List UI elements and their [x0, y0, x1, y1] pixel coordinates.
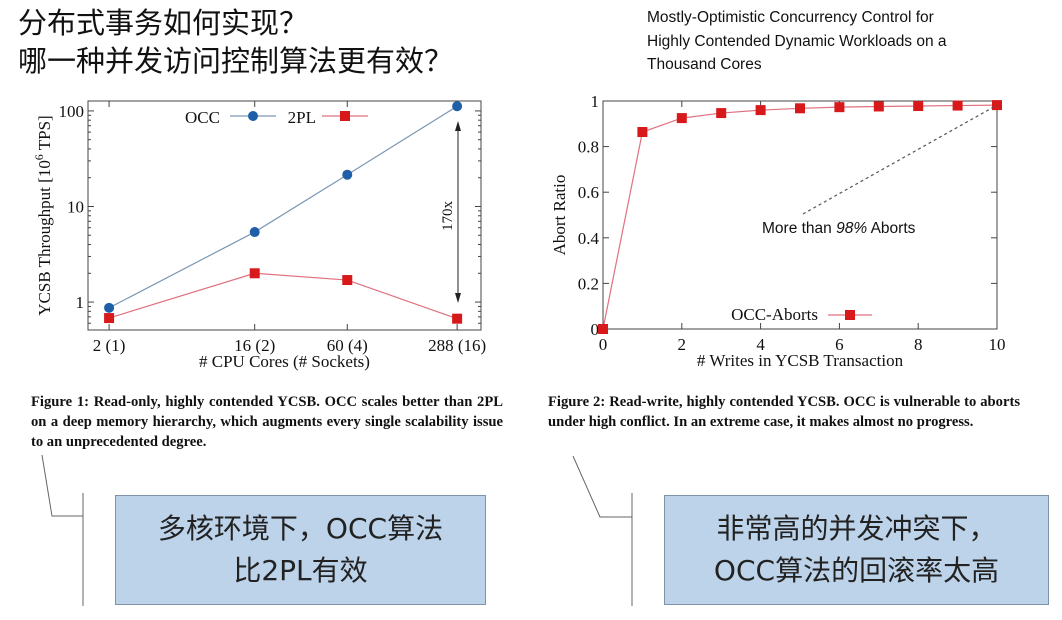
y-tick-label: 1 [76, 293, 85, 312]
x-tick-label: 10 [989, 335, 1006, 354]
data-point [249, 227, 260, 238]
data-point [452, 101, 463, 112]
series-line [108, 105, 458, 309]
data-point [249, 268, 260, 279]
data-point [873, 101, 884, 112]
paper-title-line: Highly Contended Dynamic Workloads on a [647, 32, 947, 50]
data-point [637, 127, 648, 138]
y-axis-label: YCSB Throughput [106 TPS] [32, 115, 54, 315]
callout-line: OCC算法的回滚率太高 [713, 554, 1000, 587]
y-tick-label: 0 [591, 320, 600, 339]
throughput-chart: 1 10 100 2 (1) 16 (2) 60 (4) 288 (16) # CPU Cor… [32, 100, 486, 371]
title-line: 分布式事务如何实现？ [18, 6, 309, 40]
data-point [716, 108, 727, 119]
x-tick-label: 16 (2) [234, 336, 275, 355]
callout-line: 多核环境下，OCC算法 [157, 512, 444, 545]
plot-frame [602, 100, 998, 330]
figure1-caption: Figure 1: Read-only, highly contended YC… [31, 394, 503, 450]
figure2-caption: Figure 2: Read-write, highly contended Y… [548, 394, 1020, 430]
y-tick-label: 0.2 [578, 274, 599, 293]
data-point [104, 313, 115, 324]
callout-connectors [41, 454, 633, 606]
abort-ratio-chart: 00.20.40.60.810 2 4 6 8 10# Writes in YCSB Tr… [550, 92, 1006, 370]
x-tick-label: 2 [678, 335, 687, 354]
y-tick-label: 0.8 [578, 138, 599, 157]
x-axis-label: # CPU Cores (# Sockets) [199, 352, 370, 371]
arrow-head-up [455, 121, 461, 131]
series-occ-aborts [598, 100, 1002, 334]
series-line [108, 272, 458, 320]
series-occ [104, 101, 463, 313]
data-point [342, 169, 353, 180]
series-line [602, 104, 998, 330]
x-tick-label: 2 (1) [93, 336, 126, 355]
callout-box-1: 多核环境下，OCC算法 比2PL有效 [115, 495, 486, 605]
plot-frame [87, 100, 482, 331]
callout-line: 非常高的并发冲突下， [716, 512, 997, 545]
data-point [104, 302, 115, 313]
y-tick-label: 100 [59, 102, 85, 121]
y-tick-label: 10 [67, 197, 84, 216]
annotation-label: 170x [440, 201, 456, 232]
x-axis-label: # Writes in YCSB Transaction [697, 351, 904, 370]
x-tick-label: 0 [599, 335, 608, 354]
x-tick-label: 60 (4) [327, 336, 368, 355]
y-tick-label: 0.6 [578, 183, 599, 202]
x-tick-label: 8 [914, 335, 923, 354]
paper-title-line: Thousand Cores [647, 56, 762, 73]
callout-connector-2 [572, 455, 632, 518]
data-point [452, 313, 463, 324]
legend-label: OCC [185, 108, 220, 127]
data-point [795, 103, 805, 114]
legend-label: OCC-Aborts [731, 305, 818, 324]
callout-line: 比2PL有效 [233, 554, 368, 587]
paper-title-line: Mostly-Optimistic Concurrency Control fo… [647, 9, 934, 26]
y-tick-label: 1 [591, 92, 600, 111]
x-tick-label: 288 (16) [428, 336, 486, 355]
data-point [340, 111, 350, 121]
y-tick-label: 0.4 [578, 229, 600, 248]
data-point [755, 105, 766, 116]
legend-label: 2PL [288, 108, 316, 127]
callout-box-2: 非常高的并发冲突下， OCC算法的回滚率太高 [664, 495, 1049, 605]
callout-connector-1 [41, 454, 83, 517]
data-point [248, 111, 258, 121]
data-point [952, 100, 963, 111]
x-tick-label: 4 [756, 335, 765, 354]
annotation-pointer [802, 104, 998, 215]
data-point [913, 101, 924, 112]
annotation-label: More than 98% Aborts [762, 220, 916, 237]
data-point [676, 113, 687, 124]
title-line: 哪一种并发访问控制算法更有效？ [18, 44, 454, 78]
data-point [834, 102, 845, 113]
paper-title: Mostly-Optimistic Concurrency Control fo… [647, 6, 947, 77]
series-2pl [104, 268, 463, 324]
slide-title: 分布式事务如何实现？ 哪一种并发访问控制算法更有效？ [18, 4, 453, 80]
data-point [598, 324, 608, 334]
x-tick-label: 6 [835, 335, 844, 354]
data-point [845, 310, 855, 320]
arrow-head-down [455, 293, 461, 303]
y-axis-label: Abort Ratio [550, 175, 569, 256]
data-point [342, 275, 353, 286]
